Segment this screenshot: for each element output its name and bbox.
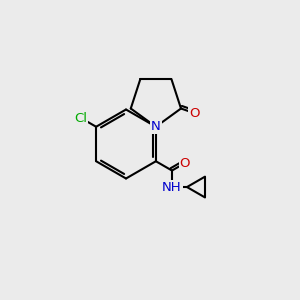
Text: O: O (189, 107, 200, 120)
Text: O: O (180, 157, 190, 169)
Text: Cl: Cl (75, 112, 88, 124)
Text: N: N (151, 120, 161, 133)
Text: NH: NH (162, 181, 182, 194)
